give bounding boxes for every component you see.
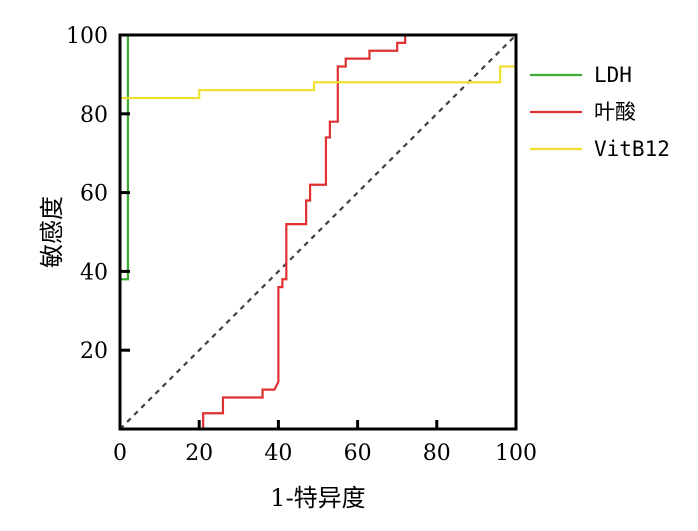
legend-label: VitB12 — [594, 137, 670, 161]
x-axis-title: 1-特异度 — [270, 484, 365, 512]
x-axis-ticks: 0 20 40 60 80 100 — [113, 420, 537, 466]
x-tick-label: 40 — [264, 441, 292, 466]
reference-line-group — [119, 34, 517, 430]
series-line-2 — [202, 33, 516, 429]
legend-label: 叶酸 — [594, 100, 636, 124]
x-tick-label: 80 — [423, 441, 451, 466]
x-tick-label: 60 — [344, 441, 372, 466]
legend-label: LDH — [594, 63, 632, 87]
y-tick-label: 80 — [80, 103, 108, 128]
x-tick-label: 0 — [113, 441, 127, 466]
reference-diagonal-line — [119, 34, 517, 430]
y-tick-label: 100 — [66, 24, 108, 49]
plot-frame — [118, 33, 518, 431]
y-tick-label: 40 — [80, 260, 108, 285]
y-axis-title: 敏感度 — [38, 196, 66, 268]
y-tick-label: 20 — [80, 339, 108, 364]
legend: LDH 叶酸 VitB12 — [530, 63, 670, 161]
series-line-3 — [118, 35, 518, 429]
x-tick-label: 100 — [495, 441, 537, 466]
y-axis-ticks: 20 40 60 80 100 — [66, 24, 130, 364]
x-tick-label: 20 — [185, 441, 213, 466]
y-tick-label: 60 — [80, 182, 108, 207]
